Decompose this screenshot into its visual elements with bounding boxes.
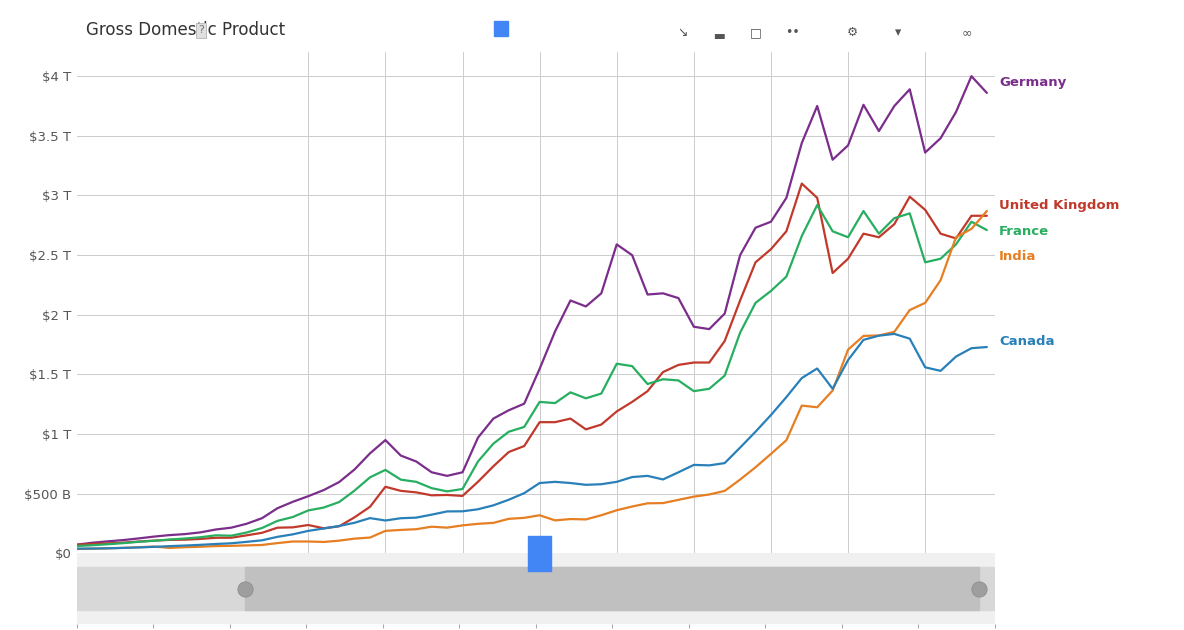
Text: Gross Domestic Product: Gross Domestic Product [86,21,285,40]
Text: ⚙: ⚙ [847,26,858,39]
Bar [528,536,551,571]
Text: United Kingdom: United Kingdom [999,198,1120,212]
Text: Germany: Germany [999,76,1067,89]
Text: □: □ [751,26,761,39]
Text: ••: •• [785,26,800,39]
Text: ∞: ∞ [961,26,972,39]
Text: ?: ? [198,25,204,35]
Text: India: India [999,250,1036,263]
Text: France: France [999,225,1049,238]
Bar [77,568,995,610]
Text: ▾: ▾ [895,26,901,39]
Bar [245,568,979,610]
Bar [495,21,508,37]
Text: ↘: ↘ [677,26,688,39]
Text: Canada: Canada [999,335,1055,348]
Text: ▃: ▃ [714,26,725,39]
